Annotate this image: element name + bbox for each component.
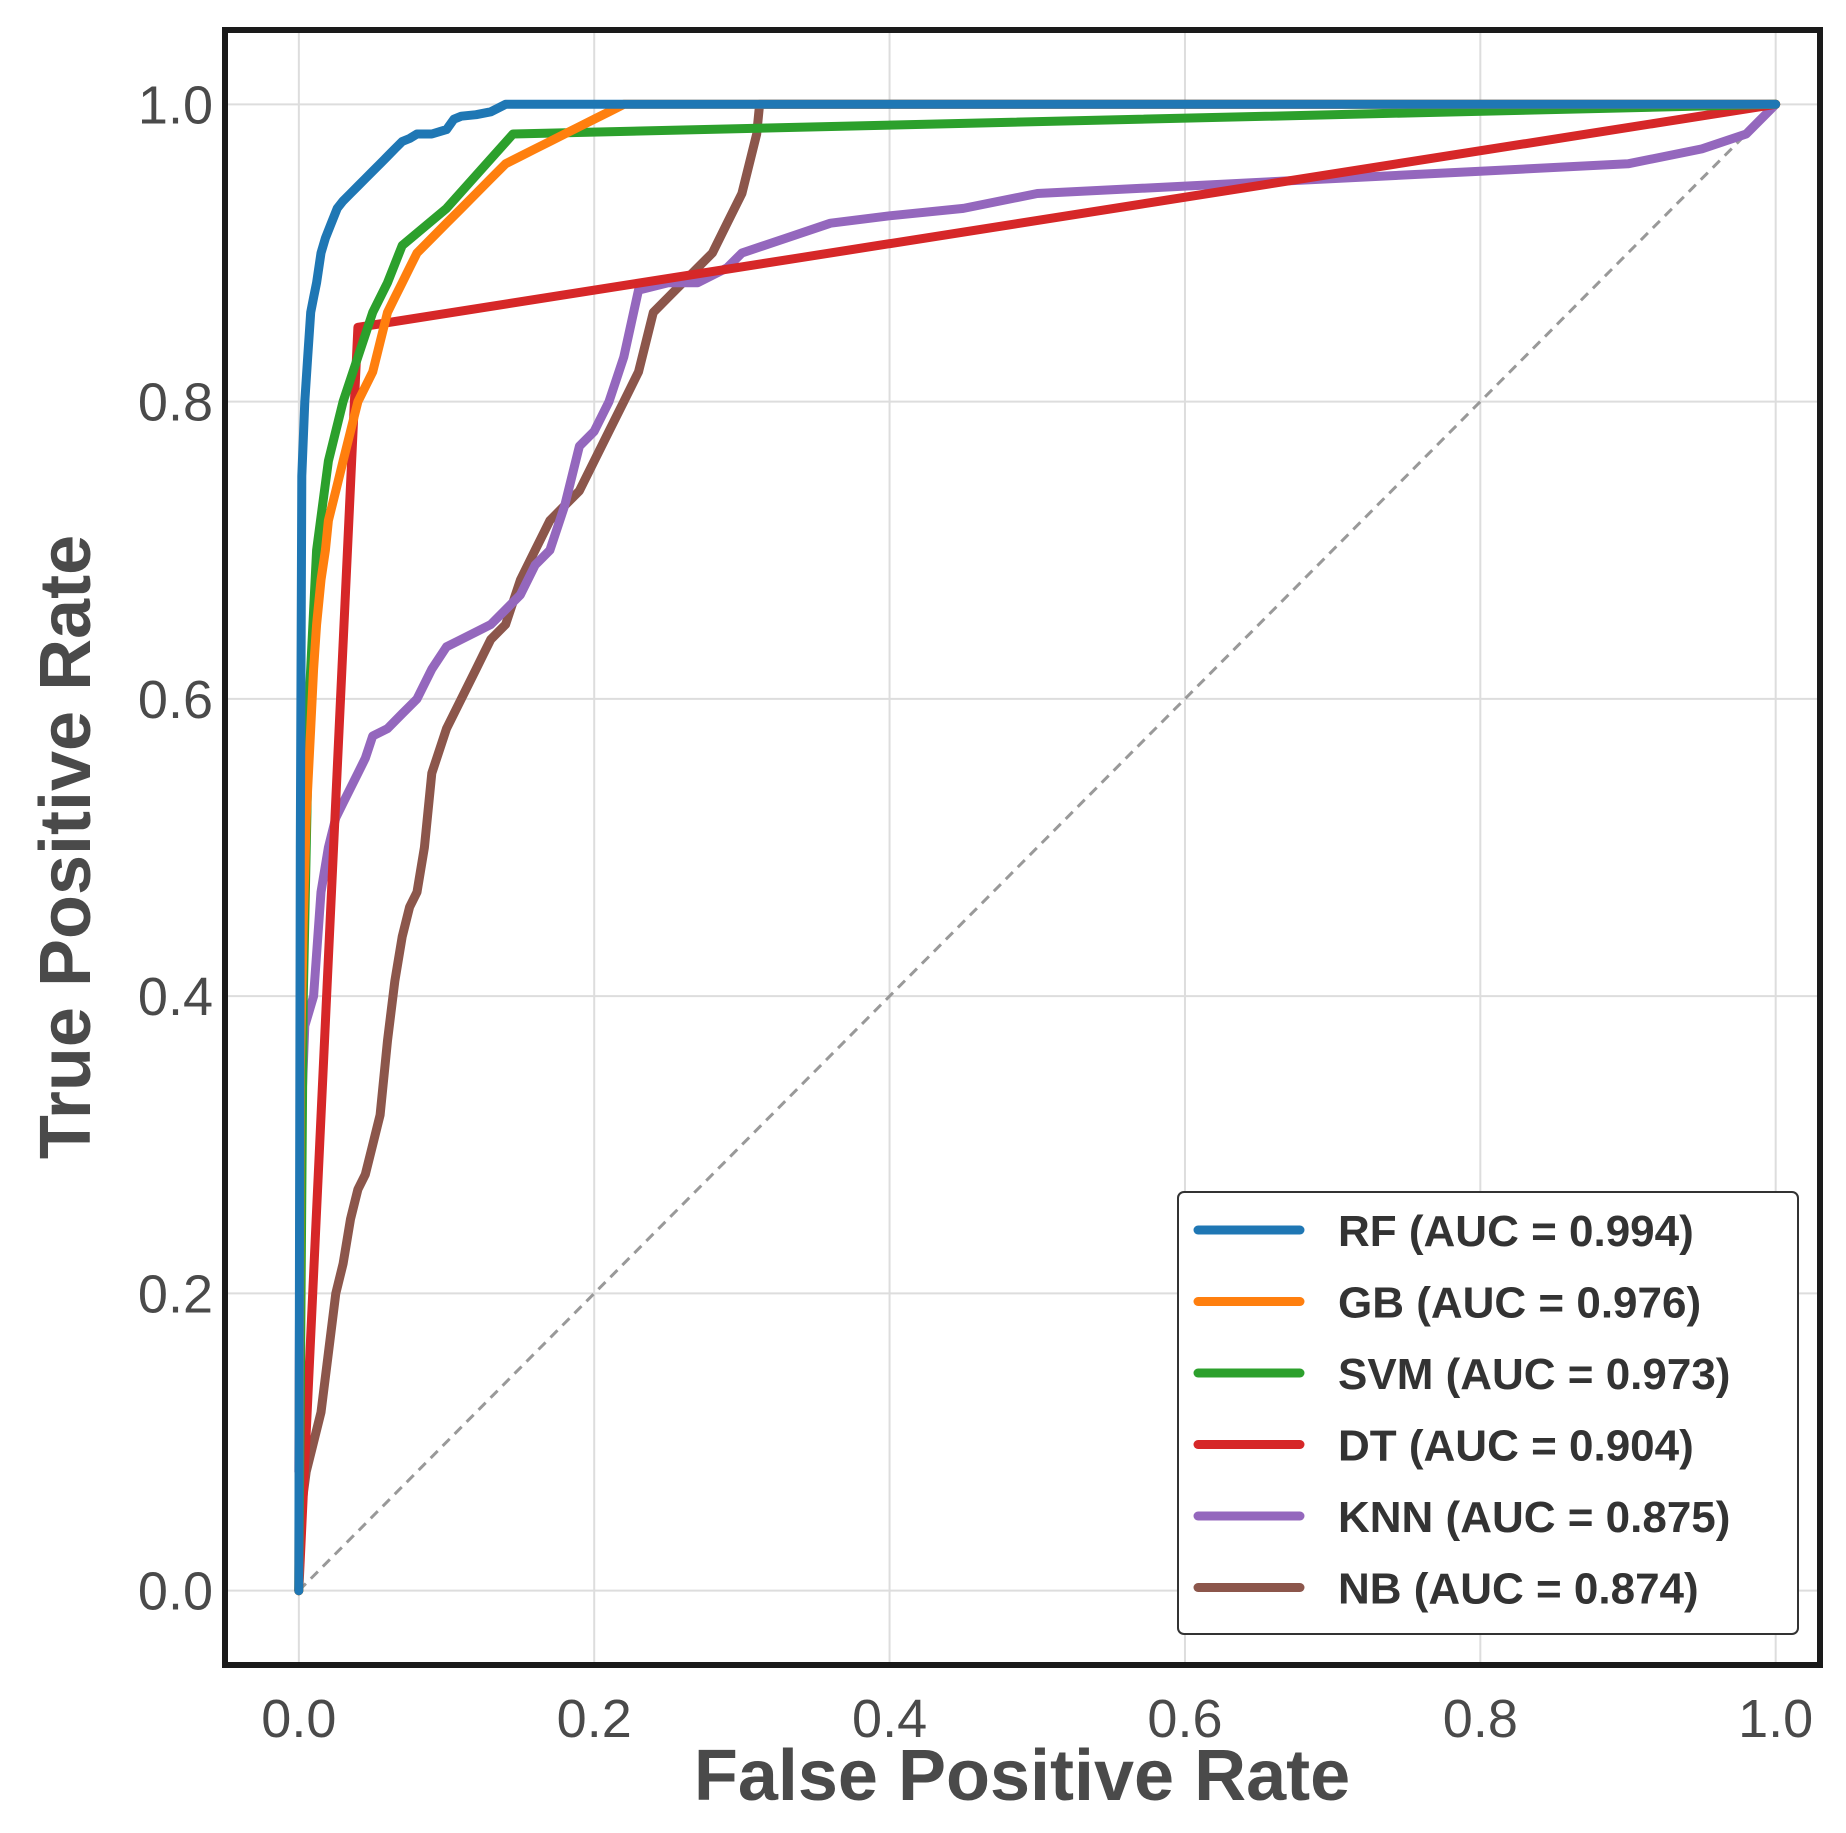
legend-label-dt: DT (AUC = 0.904)	[1338, 1422, 1694, 1471]
y-tick-label: 0.6	[138, 670, 213, 730]
series-line-knn	[294, 99, 1781, 1477]
y-axis-label: True Positive Rate	[26, 535, 106, 1159]
legend-label-nb: NB (AUC = 0.874)	[1338, 1565, 1699, 1614]
x-tick-label: 0.0	[261, 1689, 336, 1749]
series-line-gb	[294, 99, 1781, 1596]
legend-label-svm: SVM (AUC = 0.973)	[1338, 1350, 1730, 1399]
x-axis-label: False Positive Rate	[694, 1736, 1350, 1816]
y-tick-label: 1.0	[138, 75, 213, 135]
x-tick-label: 0.6	[1147, 1689, 1222, 1749]
grid	[225, 30, 1820, 1665]
series-line-rf	[294, 99, 1781, 1596]
series-line-nb	[294, 99, 1781, 1596]
y-tick-label: 0.4	[138, 967, 213, 1027]
legend-label-knn: KNN (AUC = 0.875)	[1338, 1493, 1730, 1542]
legend: RF (AUC = 0.994) GB (AUC = 0.976) SVM (AUC…	[1177, 1191, 1799, 1635]
series-line-dt	[294, 99, 1781, 1596]
x-tick-label: 1.0	[1738, 1689, 1813, 1749]
x-tick-label: 0.4	[852, 1689, 927, 1749]
series-group	[294, 99, 1781, 1596]
x-tick-label: 0.2	[557, 1689, 632, 1749]
y-tick-label: 0.0	[138, 1562, 213, 1622]
plot-frame	[222, 27, 1823, 1668]
x-tick-labels: 0.0 0.2 0.4 0.6 0.8 1.0	[261, 1689, 1813, 1749]
chance-diagonal-line	[297, 103, 1777, 1592]
y-tick-labels: 0.0 0.2 0.4 0.6 0.8 1.0	[138, 75, 213, 1621]
x-tick-label: 0.8	[1443, 1689, 1518, 1749]
legend-box	[1177, 1191, 1799, 1635]
y-tick-label: 0.8	[138, 373, 213, 433]
y-tick-label: 0.2	[138, 1264, 213, 1324]
legend-label-rf: RF (AUC = 0.994)	[1338, 1207, 1694, 1256]
legend-label-gb: GB (AUC = 0.976)	[1338, 1279, 1701, 1328]
